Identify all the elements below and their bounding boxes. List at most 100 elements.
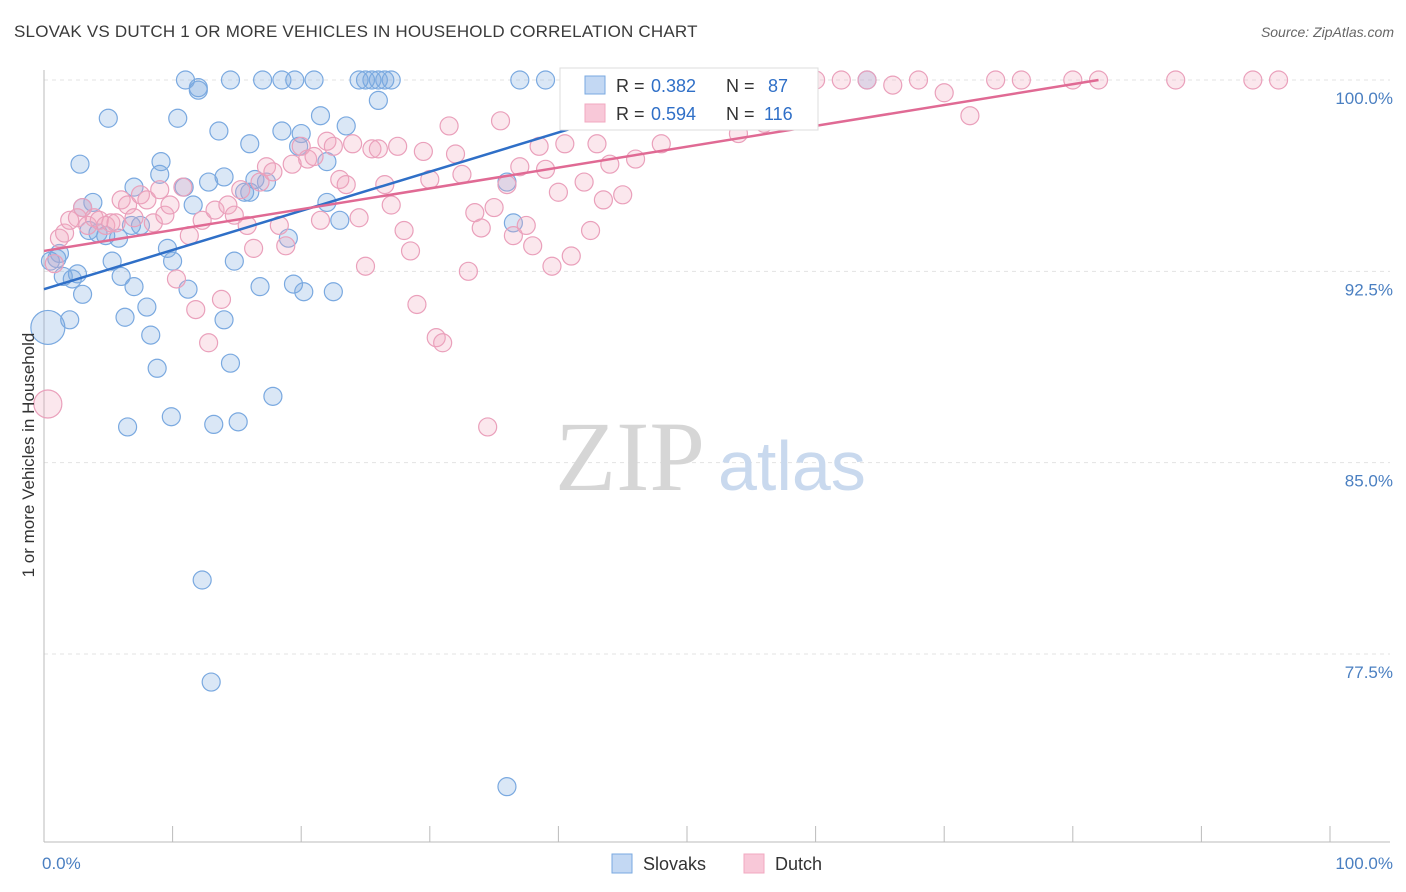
dutch-point-108: [1011, 70, 1031, 90]
dutch-point-88: [593, 190, 614, 210]
slovaks-point-73: [214, 167, 234, 187]
y-tick-label-2: 92.5%: [1345, 280, 1393, 299]
slovaks-point-68: [220, 70, 241, 90]
dutch-point-12: [106, 213, 126, 233]
dutch-point-103: [883, 75, 903, 95]
slovaks-point-80: [150, 164, 170, 184]
dutch-point-3: [54, 223, 75, 243]
dutch-point-18: [143, 213, 163, 233]
dutch-point-55: [381, 195, 401, 215]
slovaks-point-75: [98, 108, 118, 128]
dutch-point-28: [205, 200, 225, 220]
dutch-point-83: [561, 246, 581, 266]
dutch-point-23: [173, 177, 193, 197]
slovaks-point-21: [141, 325, 161, 345]
slovaks-point-34: [204, 414, 224, 434]
dutch-point-76: [516, 215, 536, 236]
dutch-point-16: [130, 185, 151, 205]
dutch-point-30: [218, 195, 238, 215]
y-tick-label-3: 100.0%: [1335, 89, 1393, 108]
dutch-point-4: [60, 210, 80, 230]
slovaks-point-4: [60, 310, 80, 330]
slovaks-point-41: [240, 134, 260, 154]
dutch-point-45: [317, 131, 337, 151]
legend-swatch-dutch: [584, 103, 606, 123]
slovaks-point-16: [117, 417, 138, 437]
dutch-point-82: [555, 134, 575, 154]
slovaks-point-83: [70, 154, 90, 174]
dutch-point-87: [587, 134, 607, 154]
slovaks-point-18: [124, 277, 144, 297]
dutch-point-17: [137, 190, 157, 210]
dutch-point-27: [199, 333, 219, 353]
slovaks-point-12: [102, 251, 122, 271]
slovaks-point-60: [375, 70, 395, 90]
series-legend-label-slovaks: Slovaks: [643, 854, 706, 874]
slovaks-point-43: [250, 277, 270, 297]
dutch-trend-line: [43, 78, 1099, 253]
dutch-point-47: [330, 169, 350, 190]
dutch-point-49: [343, 134, 363, 154]
dutch-point-62: [426, 328, 446, 348]
dutch-point-112: [1243, 70, 1263, 90]
dutch-point-81: [548, 182, 569, 202]
slovaks-point-38: [224, 251, 244, 271]
chart-source: Source: ZipAtlas.com: [1260, 24, 1394, 40]
y-tick-labels: 77.5% 85.0% 92.5% 100.0%: [1335, 89, 1393, 682]
dutch-point-59: [407, 294, 427, 315]
dutch-point-0: [33, 389, 63, 419]
slovaks-point-78: [336, 116, 356, 136]
y-tick-label-0: 77.5%: [1345, 663, 1393, 682]
slovaks-point-25: [161, 407, 181, 427]
legend-n-label-dutch: N =: [726, 104, 755, 124]
dutch-point-75: [510, 157, 530, 177]
slovaks-point-85: [368, 90, 388, 111]
slovaks-point-54: [323, 282, 343, 302]
slovaks-point-32: [192, 570, 212, 590]
series-slovaks-points: [30, 70, 877, 797]
dutch-point-44: [310, 210, 331, 230]
slovaks-point-61: [381, 70, 401, 90]
dutch-point-15: [124, 208, 144, 228]
dutch-point-51: [355, 256, 376, 276]
chart-title: SLOVAK VS DUTCH 1 OR MORE VEHICLES IN HO…: [14, 22, 698, 41]
series-legend-swatch-dutch: [743, 853, 765, 874]
dutch-point-11: [101, 213, 121, 233]
dutch-point-104: [908, 70, 929, 90]
series-legend: Slovaks Dutch: [611, 853, 822, 874]
slovaks-point-26: [163, 251, 183, 271]
series-dutch-points: [33, 70, 1289, 437]
slovaks-point-36: [214, 310, 234, 330]
y-tick-label-1: 85.0%: [1345, 472, 1393, 491]
legend-r-value-dutch: 0.594: [651, 104, 696, 124]
dutch-point-46: [323, 136, 343, 156]
y-axis-label: 1 or more Vehicles in Household: [19, 333, 38, 578]
slovaks-point-72: [497, 777, 517, 797]
correlation-legend: R = 0.382 N = 87 R = 0.594 N = 116: [559, 67, 819, 131]
series-legend-swatch-slovaks: [611, 853, 633, 874]
x-tick-labels: 0.0% 100.0%: [42, 854, 1393, 873]
dutch-point-25: [186, 300, 206, 320]
dutch-point-106: [960, 106, 980, 126]
slovaks-point-69: [253, 70, 273, 90]
slovaks-point-42: [245, 169, 265, 190]
dutch-point-48: [336, 174, 356, 195]
dutch-point-66: [452, 164, 472, 184]
dutch-point-21: [160, 195, 180, 215]
dutch-point-105: [934, 83, 954, 103]
dutch-point-53: [368, 139, 388, 159]
dutch-point-69: [471, 218, 491, 238]
watermark-zip: ZIP: [555, 401, 705, 512]
dutch-point-73: [497, 174, 517, 195]
dutch-point-34: [244, 238, 264, 258]
series-legend-label-dutch: Dutch: [775, 854, 822, 874]
dutch-point-74: [503, 226, 523, 246]
slovaks-point-52: [310, 106, 331, 126]
x-tick-label-1: 100.0%: [1335, 854, 1393, 873]
dutch-point-64: [439, 116, 459, 136]
dutch-point-43: [304, 146, 324, 167]
slovaks-point-71: [201, 672, 221, 692]
slovaks-point-14: [111, 266, 131, 287]
dutch-point-71: [484, 197, 504, 218]
dutch-point-50: [349, 208, 369, 228]
